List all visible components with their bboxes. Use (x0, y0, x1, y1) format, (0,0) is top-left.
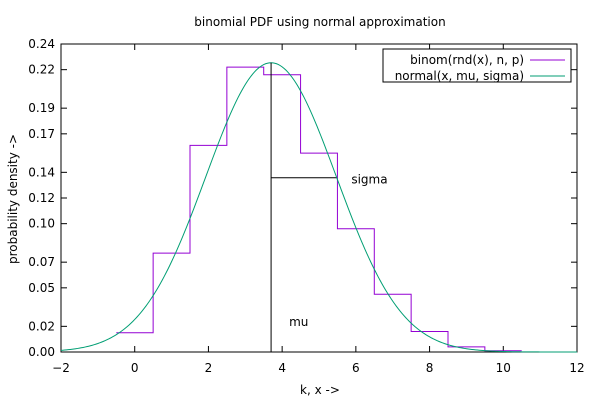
x-tick-label: −2 (52, 361, 70, 375)
y-axis-title: probability density -> (6, 134, 20, 264)
x-tick-label: 0 (131, 361, 139, 375)
y-tick-label: 0.24 (28, 37, 55, 51)
y-tick-label: 0.19 (28, 101, 55, 115)
chart-title: binomial PDF using normal approximation (194, 15, 445, 29)
y-tick-label: 0.17 (28, 127, 55, 141)
y-tick-label: 0.07 (28, 255, 55, 269)
y-tick-label: 0.12 (28, 191, 55, 205)
y-tick-label: 0.02 (28, 319, 55, 333)
x-tick-label: 6 (352, 361, 360, 375)
x-tick-label: 4 (278, 361, 286, 375)
y-tick-label: 0.22 (28, 63, 55, 77)
x-tick-label: 12 (569, 361, 584, 375)
y-tick-label: 0.00 (28, 345, 55, 359)
x-tick-label: 2 (205, 361, 213, 375)
sigma-label: sigma (351, 173, 387, 187)
plot-area: −2 0 2 4 6 8 10 12 0.00 0.02 0.05 0.07 0.10 0.12 0.14 0… (28, 37, 584, 375)
legend-label: binom(rnd(x), n, p) (410, 53, 524, 67)
y-tick-label: 0.05 (28, 281, 55, 295)
y-tick-label: 0.14 (28, 165, 55, 179)
y-tick-label: 0.10 (28, 217, 55, 231)
binomial-step-line (116, 66, 522, 352)
x-tick-label: 8 (426, 361, 434, 375)
legend-label: normal(x, mu, sigma) (395, 69, 524, 83)
normal-curve-line (60, 62, 578, 353)
x-tick-label: 10 (496, 361, 511, 375)
mu-label: mu (289, 315, 308, 329)
x-axis-title: k, x -> (300, 383, 340, 397)
legend: binom(rnd(x), n, p) normal(x, mu, sigma) (382, 48, 572, 83)
